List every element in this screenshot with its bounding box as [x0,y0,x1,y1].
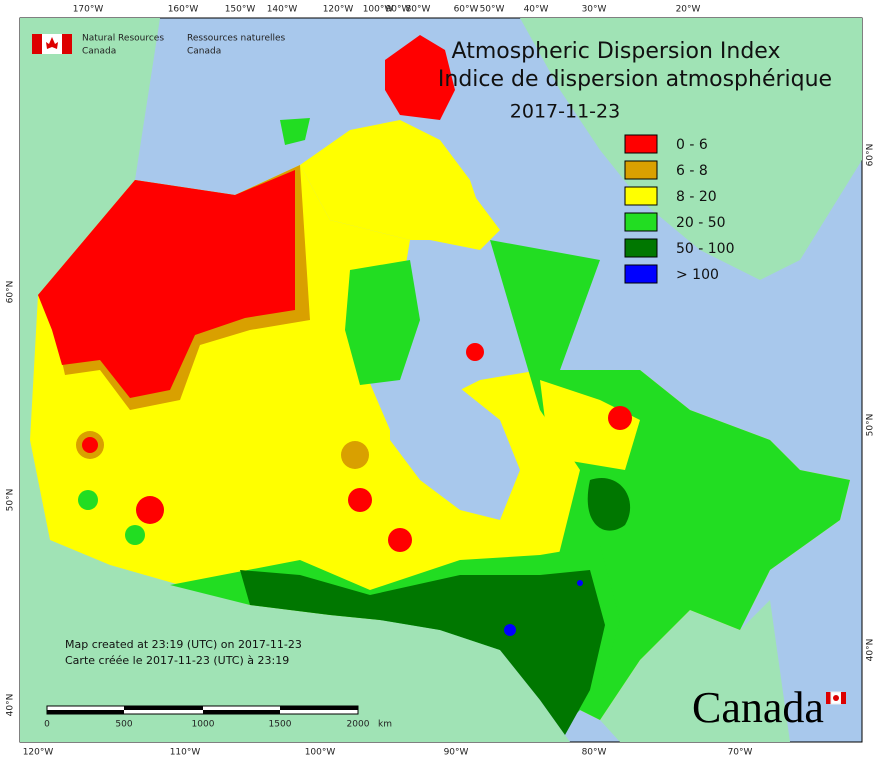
legend-label: 20 - 50 [676,215,726,231]
ellesmere [385,35,455,120]
longitude-label: 40°W [524,5,549,15]
longitude-label: 90°W [386,5,411,15]
spot [78,490,98,510]
legend-label: 50 - 100 [676,241,735,257]
greenland [520,18,862,280]
longitude-label: 100°W [363,5,394,15]
latitude-label: 60°N [866,144,876,167]
spot [466,343,484,361]
longitude-label: 90°W [444,748,469,758]
usa-east [600,600,790,742]
legend-label: 6 - 8 [676,163,708,179]
longitude-label: 100°W [305,748,336,758]
longitude-label: 110°W [170,748,201,758]
map-title-fr: Indice de dispersion atmosphérique [438,67,832,92]
legend-swatch [624,238,658,258]
region [345,260,420,385]
longitude-label: 140°W [267,5,298,15]
legend-swatch [624,186,658,206]
spot [504,624,516,636]
longitude-label: 160°W [168,5,199,15]
spot [388,528,412,552]
legend-swatch [624,134,658,154]
spot [577,580,583,586]
latitude-label: 60°N [6,281,16,304]
region [38,170,295,398]
hudson-bay [390,380,520,520]
island [420,190,500,250]
org-en: Canada [82,47,116,57]
spot [348,488,372,512]
credit: Carte créée le 2017-11-23 (UTC) à 23:19 [65,654,289,667]
scale-bar [47,710,124,714]
longitude-label: 150°W [225,5,256,15]
longitude-label: 80°W [582,748,607,758]
longitude-label: 80°W [406,5,431,15]
scale-unit: km [378,720,392,730]
longitude-label: 50°W [480,5,505,15]
longitude-label: 20°W [676,5,701,15]
region [240,570,605,735]
logo-leaf [46,37,58,49]
logo-flag [32,34,42,54]
latitude-label: 40°N [6,694,16,717]
latitude-label: 50°N [6,489,16,512]
logo-flag [62,34,72,54]
spot [608,406,632,430]
latitude-label: 40°N [866,639,876,662]
org-fr: Canada [187,47,221,57]
spot [82,437,98,453]
scale-label: 500 [115,720,132,730]
longitude-label: 170°W [73,5,104,15]
credit: Map created at 23:19 (UTC) on 2017-11-23 [65,638,302,651]
wordmark-leaf [833,695,839,701]
longitude-label: 70°W [728,748,753,758]
org-en: Natural Resources [82,34,164,44]
legend-swatch [624,212,658,232]
longitude-label: 60°W [454,5,479,15]
org-fr: Ressources naturelles [187,34,286,44]
wordmark-flag [826,692,831,704]
scale-label: 0 [44,720,50,730]
island [280,118,310,145]
wordmark-flag [841,692,846,704]
map-title: Atmospheric Dispersion Index [452,39,781,64]
region [540,380,640,470]
wordmark: Canada [692,683,824,732]
latitude-label: 50°N [866,414,876,437]
scale-bar [280,706,358,710]
legend-label: > 100 [676,267,719,283]
scale-label: 1000 [192,720,215,730]
legend-swatch [624,264,658,284]
spot [341,441,369,469]
spot [125,525,145,545]
legend-label: 8 - 20 [676,189,717,205]
scale-bar [203,710,280,714]
longitude-label: 120°W [323,5,354,15]
spot [136,496,164,524]
longitude-label: 120°W [23,748,54,758]
legend-label: 0 - 6 [676,137,708,153]
scale-label: 1500 [269,720,292,730]
scale-bar [124,706,203,710]
usa [20,18,570,742]
region [587,478,631,531]
map-date: 2017-11-23 [510,101,620,123]
scale-label: 2000 [347,720,370,730]
legend-swatch [624,160,658,180]
longitude-label: 30°W [582,5,607,15]
